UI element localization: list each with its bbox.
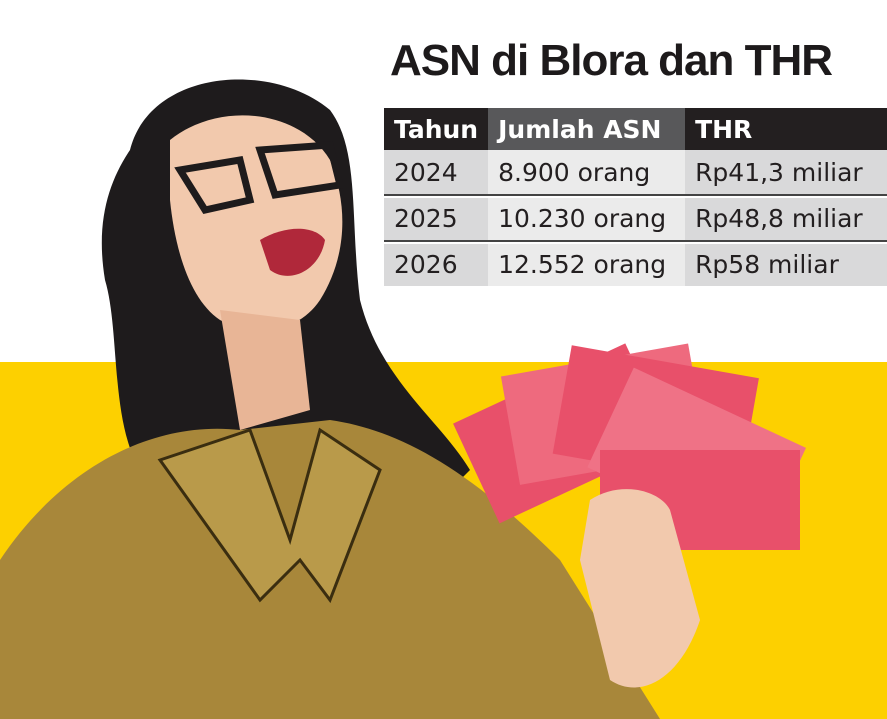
cell-year: 2025 bbox=[384, 194, 489, 241]
cell-thr: Rp58 miliar bbox=[685, 240, 887, 286]
cell-thr: Rp48,8 miliar bbox=[685, 194, 887, 241]
header-thr: THR bbox=[685, 108, 887, 150]
collar bbox=[157, 427, 382, 604]
infographic-title: ASN di Blora dan THR bbox=[390, 36, 833, 85]
neck bbox=[220, 310, 310, 430]
cell-asn-count: 8.900 orang bbox=[488, 150, 686, 195]
cell-asn-count: 10.230 orang bbox=[488, 194, 686, 241]
table-row: 2024 8.900 orang Rp41,3 miliar bbox=[384, 150, 887, 195]
glasses bbox=[174, 141, 345, 214]
table-header-row: Tahun Jumlah ASN THR bbox=[384, 108, 887, 150]
cell-asn-count: 12.552 orang bbox=[488, 240, 686, 286]
cell-year: 2026 bbox=[384, 240, 489, 286]
header-tahun: Tahun bbox=[384, 108, 489, 150]
table-row: 2026 12.552 orang Rp58 miliar bbox=[384, 240, 887, 286]
cell-thr: Rp41,3 miliar bbox=[685, 150, 887, 195]
hand bbox=[580, 489, 700, 688]
header-jumlah-asn: Jumlah ASN bbox=[488, 108, 686, 150]
cell-year: 2024 bbox=[384, 150, 489, 195]
mouth bbox=[260, 228, 325, 276]
asn-thr-table: Tahun Jumlah ASN THR 2024 8.900 orang Rp… bbox=[384, 108, 887, 286]
face bbox=[170, 115, 343, 331]
banknotes-fan bbox=[453, 343, 806, 550]
table-row: 2025 10.230 orang Rp48,8 miliar bbox=[384, 194, 887, 241]
